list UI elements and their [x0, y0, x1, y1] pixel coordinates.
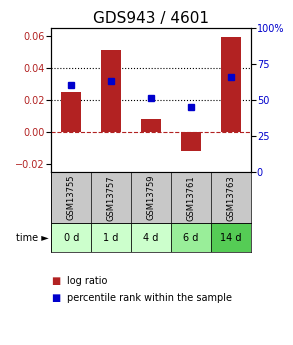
- Text: GSM13759: GSM13759: [146, 175, 155, 220]
- Text: GSM13755: GSM13755: [67, 175, 76, 220]
- Text: 0 d: 0 d: [64, 233, 79, 243]
- Title: GDS943 / 4601: GDS943 / 4601: [93, 11, 209, 27]
- Bar: [131, 224, 171, 252]
- Text: 14 d: 14 d: [220, 233, 241, 243]
- Bar: [91, 224, 131, 252]
- Text: ■: ■: [51, 276, 61, 286]
- Text: GSM13757: GSM13757: [107, 175, 115, 220]
- Bar: [181, 132, 201, 151]
- Bar: [171, 224, 211, 252]
- Bar: [51, 224, 91, 252]
- Text: 4 d: 4 d: [143, 233, 159, 243]
- Text: 1 d: 1 d: [103, 233, 119, 243]
- Text: time ►: time ►: [16, 233, 48, 243]
- Text: percentile rank within the sample: percentile rank within the sample: [67, 294, 232, 303]
- Text: 6 d: 6 d: [183, 233, 198, 243]
- Bar: [101, 50, 121, 132]
- Bar: [141, 119, 161, 132]
- Text: log ratio: log ratio: [67, 276, 108, 286]
- Bar: [61, 92, 81, 132]
- Text: GSM13763: GSM13763: [226, 175, 235, 220]
- Bar: [211, 224, 251, 252]
- Bar: [221, 37, 241, 132]
- Text: ■: ■: [51, 294, 61, 303]
- Text: GSM13761: GSM13761: [186, 175, 195, 220]
